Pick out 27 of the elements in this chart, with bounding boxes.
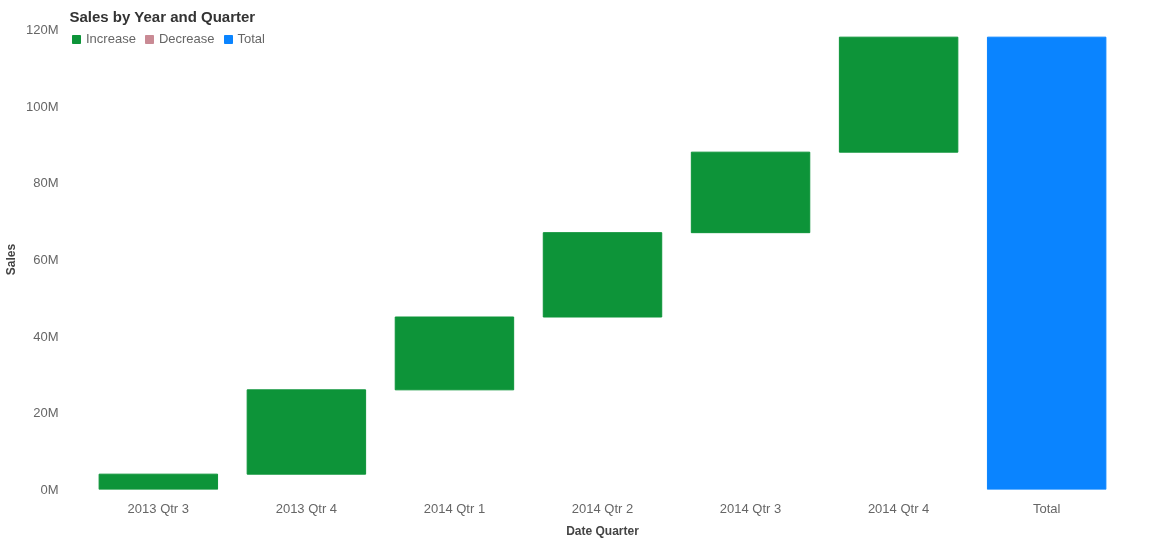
legend-label: Decrease bbox=[158, 31, 215, 46]
x-tick-label: 2014 Qtr 2 bbox=[571, 500, 634, 516]
bar bbox=[838, 36, 959, 153]
x-tick-label: 2014 Qtr 3 bbox=[719, 500, 782, 516]
bar bbox=[98, 473, 219, 490]
x-tick-label: 2013 Qtr 4 bbox=[275, 500, 338, 516]
y-tick-label: 60M bbox=[33, 252, 59, 267]
x-tick-label: Total bbox=[1032, 500, 1061, 516]
x-tick-label: 2013 Qtr 3 bbox=[127, 500, 190, 516]
bar bbox=[986, 36, 1107, 490]
y-tick-label: 40M bbox=[33, 328, 59, 344]
chart-title: Sales by Year and Quarter bbox=[69, 7, 256, 25]
bar bbox=[690, 151, 811, 234]
x-tick-label: 2014 Qtr 4 bbox=[867, 500, 930, 516]
y-axis-title: Sales bbox=[3, 243, 18, 276]
x-tick-label: 2014 Qtr 1 bbox=[423, 500, 486, 516]
y-tick-label: 120M bbox=[25, 22, 59, 37]
x-axis-title: Date Quarter bbox=[566, 523, 640, 538]
legend-label: Increase bbox=[86, 31, 136, 46]
bar bbox=[394, 316, 515, 391]
y-tick-label: 20M bbox=[33, 405, 59, 421]
bar bbox=[246, 389, 367, 475]
y-tick-label: 0M bbox=[40, 482, 59, 497]
y-tick-label: 100M bbox=[25, 98, 59, 114]
bar bbox=[542, 232, 663, 318]
legend-label: Total bbox=[237, 31, 265, 46]
y-tick-label: 80M bbox=[33, 175, 59, 191]
